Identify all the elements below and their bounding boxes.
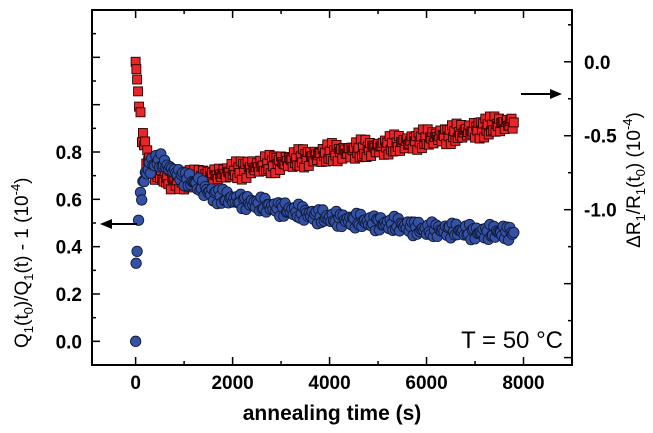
right-title-part-6: ) (10 bbox=[624, 130, 645, 169]
left-axis-title: Q1(t0)/Q1(t) - 1 (10-4) bbox=[8, 178, 36, 349]
temperature-annotation: T = 50 °C bbox=[461, 327, 563, 354]
right-tick-label: 0.0 bbox=[584, 53, 610, 74]
left-title-part-8: ) bbox=[12, 178, 33, 184]
left-axis-arrow bbox=[100, 219, 137, 229]
left-tick-label: 0.8 bbox=[56, 143, 82, 164]
blue-circle-point bbox=[136, 194, 148, 206]
right-title-part-1: 1 bbox=[633, 214, 648, 221]
red-square-point bbox=[508, 117, 519, 128]
right-tick-label: -0.5 bbox=[584, 127, 617, 148]
left-tick-label: 0.2 bbox=[56, 285, 82, 306]
x-tick-label: 4000 bbox=[308, 373, 350, 394]
red-square-point bbox=[140, 136, 151, 147]
right-tick-label: -1.0 bbox=[584, 201, 617, 222]
left-title-part-6: (t) - 1 (10 bbox=[12, 195, 33, 273]
x-tick-label: 6000 bbox=[405, 373, 447, 394]
right-title-part-2: /R bbox=[624, 195, 645, 214]
left-title-part-1: 1 bbox=[21, 326, 36, 333]
right-title-part-5: 0 bbox=[633, 169, 648, 176]
x-axis-title: annealing time (s) bbox=[243, 402, 422, 425]
blue-circle-point bbox=[508, 226, 520, 239]
blue-series bbox=[129, 148, 520, 347]
red-square-point bbox=[135, 107, 146, 118]
left-tick-label: 0.6 bbox=[56, 190, 82, 211]
right-title-part-7: -4 bbox=[620, 118, 635, 130]
red-square-point bbox=[133, 86, 144, 97]
plot-frame bbox=[91, 9, 573, 366]
blue-circle-point bbox=[130, 257, 142, 269]
left-tick-label: 0.0 bbox=[56, 332, 82, 353]
blue-circle-point bbox=[129, 335, 142, 347]
x-tick-label: 8000 bbox=[502, 373, 544, 394]
red-square-point bbox=[132, 74, 143, 85]
axes-layer: 0 2000 4000 6000 8000 0.0 0.2 0.4 0.6 0.8 0.0 -0.5 -… bbox=[56, 9, 617, 394]
x-tick-label: 2000 bbox=[211, 373, 253, 394]
red-square-point bbox=[137, 128, 148, 138]
blue-circle-point bbox=[132, 214, 145, 226]
x-tick-label: 0 bbox=[130, 373, 141, 394]
left-title-part-4: )/Q bbox=[12, 281, 33, 307]
right-title-part-3: 1 bbox=[633, 188, 648, 195]
right-axis-title: ΔR1/R1(t0) (10-4) bbox=[620, 112, 648, 248]
right-axis-arrow bbox=[521, 89, 562, 99]
left-title-part-5: 1 bbox=[21, 274, 36, 281]
data-layer bbox=[129, 56, 520, 347]
left-tick-label: 0.4 bbox=[56, 238, 83, 259]
left-title-part-2: (t bbox=[12, 314, 33, 326]
red-square-point bbox=[131, 64, 142, 75]
right-title-part-8: ) bbox=[624, 112, 645, 118]
left-title-part-3: 0 bbox=[21, 307, 36, 314]
left-title-part-0: Q bbox=[12, 333, 33, 348]
right-title-part-4: (t bbox=[624, 176, 645, 188]
blue-circle-point bbox=[131, 245, 143, 258]
left-title-part-7: -4 bbox=[8, 184, 23, 196]
right-title-part-0: ΔR bbox=[624, 221, 645, 247]
